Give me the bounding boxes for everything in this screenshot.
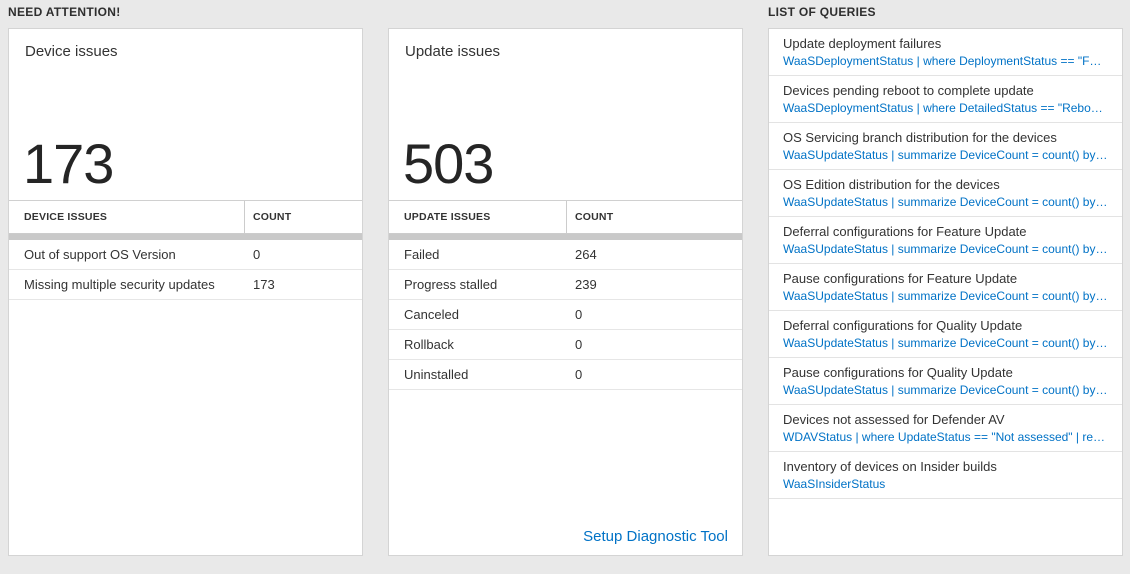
query-title: OS Edition distribution for the devices — [783, 177, 1000, 192]
issue-count: 239 — [575, 277, 597, 292]
table-row[interactable]: Progress stalled 239 — [389, 270, 742, 300]
query-title: Deferral configurations for Feature Upda… — [783, 224, 1027, 239]
query-text: WaaSDeploymentStatus | where DeploymentS… — [783, 54, 1108, 68]
query-title: Pause configurations for Quality Update — [783, 365, 1013, 380]
horizontal-scrollbar[interactable] — [389, 234, 742, 240]
table-row[interactable]: Failed 264 — [389, 240, 742, 270]
query-item[interactable]: Devices pending reboot to complete updat… — [769, 76, 1122, 123]
column-header-device-issues: DEVICE ISSUES — [9, 201, 245, 233]
query-title: OS Servicing branch distribution for the… — [783, 130, 1057, 145]
issue-count: 0 — [575, 337, 583, 352]
query-title: Devices not assessed for Defender AV — [783, 412, 1005, 427]
issue-label: Progress stalled — [404, 277, 498, 292]
issue-label: Failed — [404, 247, 440, 262]
issue-count: 0 — [575, 307, 583, 322]
issue-label: Missing multiple security updates — [24, 277, 215, 292]
query-text: WaaSUpdateStatus | summarize DeviceCount… — [783, 383, 1108, 397]
query-text: WaaSUpdateStatus | summarize DeviceCount… — [783, 336, 1108, 350]
column-header-count: COUNT — [253, 211, 292, 223]
table-row[interactable]: Rollback 0 — [389, 330, 742, 360]
issue-count: 173 — [253, 277, 275, 292]
query-text: WaaSUpdateStatus | summarize DeviceCount… — [783, 242, 1108, 256]
update-issues-title: Update issues — [405, 43, 501, 60]
query-item[interactable]: OS Servicing branch distribution for the… — [769, 123, 1122, 170]
column-header-update-issues: UPDATE ISSUES — [389, 201, 567, 233]
issue-count: 0 — [253, 247, 261, 262]
query-item[interactable]: OS Edition distribution for the devices … — [769, 170, 1122, 217]
issue-count: 264 — [575, 247, 597, 262]
query-text: WDAVStatus | where UpdateStatus == "Not … — [783, 430, 1108, 444]
table-row[interactable]: Canceled 0 — [389, 300, 742, 330]
query-title: Devices pending reboot to complete updat… — [783, 83, 1034, 98]
query-title: Pause configurations for Feature Update — [783, 271, 1018, 286]
issue-label: Rollback — [404, 337, 454, 352]
query-item[interactable]: Update deployment failures WaaSDeploymen… — [769, 29, 1122, 76]
update-issues-card: Update issues 503 UPDATE ISSUES COUNT Fa… — [388, 28, 743, 556]
device-issues-count: 173 — [23, 132, 114, 195]
query-item[interactable]: Inventory of devices on Insider builds W… — [769, 452, 1122, 499]
query-text: WaaSDeploymentStatus | where DetailedSta… — [783, 101, 1108, 115]
query-text: WaaSUpdateStatus | summarize DeviceCount… — [783, 148, 1108, 162]
query-text: WaaSUpdateStatus | summarize DeviceCount… — [783, 289, 1108, 303]
issue-label: Canceled — [404, 307, 459, 322]
query-item[interactable]: Deferral configurations for Feature Upda… — [769, 217, 1122, 264]
query-title: Inventory of devices on Insider builds — [783, 459, 997, 474]
setup-diagnostic-tool-link[interactable]: Setup Diagnostic Tool — [583, 528, 728, 545]
query-item[interactable]: Pause configurations for Quality Update … — [769, 358, 1122, 405]
query-text: WaaSUpdateStatus | summarize DeviceCount… — [783, 195, 1108, 209]
table-row[interactable]: Uninstalled 0 — [389, 360, 742, 390]
update-issues-table-header: UPDATE ISSUES COUNT — [389, 201, 742, 234]
table-row[interactable]: Missing multiple security updates 173 — [9, 270, 362, 300]
update-issues-count: 503 — [403, 132, 494, 195]
issue-count: 0 — [575, 367, 583, 382]
device-issues-tile[interactable]: Device issues 173 — [9, 29, 362, 201]
list-of-queries-header: LIST OF QUERIES — [768, 5, 876, 19]
issue-label: Uninstalled — [404, 367, 469, 382]
query-item[interactable]: Pause configurations for Feature Update … — [769, 264, 1122, 311]
need-attention-header: NEED ATTENTION! — [8, 5, 121, 19]
update-issues-tile[interactable]: Update issues 503 — [389, 29, 742, 201]
device-issues-card: Device issues 173 DEVICE ISSUES COUNT Ou… — [8, 28, 363, 556]
list-of-queries-card: Update deployment failures WaaSDeploymen… — [768, 28, 1123, 556]
query-text: WaaSInsiderStatus — [783, 477, 886, 491]
device-issues-table-header: DEVICE ISSUES COUNT — [9, 201, 362, 234]
table-row[interactable]: Out of support OS Version 0 — [9, 240, 362, 270]
device-issues-title: Device issues — [25, 43, 118, 60]
query-title: Update deployment failures — [783, 36, 942, 51]
query-item[interactable]: Deferral configurations for Quality Upda… — [769, 311, 1122, 358]
query-item[interactable]: Devices not assessed for Defender AV WDA… — [769, 405, 1122, 452]
horizontal-scrollbar[interactable] — [9, 234, 362, 240]
query-title: Deferral configurations for Quality Upda… — [783, 318, 1023, 333]
column-header-count: COUNT — [575, 211, 614, 223]
issue-label: Out of support OS Version — [24, 247, 176, 262]
